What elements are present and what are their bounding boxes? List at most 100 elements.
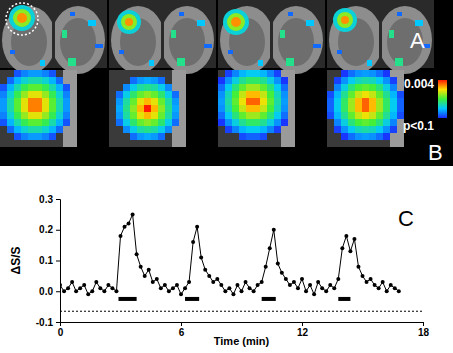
pixel (70, 98, 77, 105)
pixel (383, 140, 390, 147)
pixel (383, 126, 390, 133)
pixel (376, 119, 383, 126)
pixel (253, 126, 260, 133)
pixel (218, 91, 225, 98)
pixel (383, 84, 390, 91)
pixel (246, 133, 253, 140)
pixel (253, 112, 260, 119)
pixel (376, 70, 383, 77)
pixel (334, 98, 341, 105)
pixel (232, 140, 239, 147)
data-point (356, 265, 360, 269)
pixel (49, 98, 56, 105)
y-tick-label: 0.3 (39, 194, 53, 205)
brain-slices (0, 0, 434, 74)
pixel (397, 84, 404, 91)
pixel (151, 98, 158, 105)
pixel (341, 70, 348, 77)
pixel (70, 126, 77, 133)
pixel (70, 133, 77, 140)
hemisphere (378, 6, 432, 74)
data-point (340, 246, 344, 250)
pixel (225, 91, 232, 98)
data-point (98, 286, 102, 290)
pixel (260, 98, 267, 105)
pixel (246, 91, 253, 98)
pixel (21, 98, 28, 105)
activation (280, 30, 285, 38)
zoom-patch (0, 70, 77, 147)
pixel (267, 140, 274, 147)
pixel (281, 112, 288, 119)
pixel (49, 112, 56, 119)
pixel (21, 126, 28, 133)
activation (286, 58, 294, 66)
data-point (244, 280, 248, 284)
pixel (281, 126, 288, 133)
pixel (341, 84, 348, 91)
data-point (70, 280, 74, 284)
pixel (362, 98, 369, 105)
pixel (274, 119, 281, 126)
activation (337, 50, 342, 54)
pixel (383, 119, 390, 126)
pixel (172, 112, 179, 119)
pixel (14, 105, 21, 112)
pixel (63, 140, 70, 147)
pixel (0, 112, 7, 119)
pixel (355, 140, 362, 147)
x-axis-line (61, 323, 424, 327)
pixel (116, 112, 123, 119)
pixel (151, 105, 158, 112)
pixel (369, 112, 376, 119)
pixel (369, 126, 376, 133)
data-point (268, 246, 272, 250)
pixel (376, 77, 383, 84)
pixel (179, 133, 186, 140)
data-point (219, 283, 223, 287)
pixel (288, 84, 295, 91)
pixel (341, 91, 348, 98)
pixel (56, 98, 63, 105)
pixel (49, 126, 56, 133)
pixel (49, 105, 56, 112)
pixel (334, 105, 341, 112)
midline (52, 4, 55, 68)
pixel (0, 84, 7, 91)
data-point (304, 289, 308, 293)
pixel (116, 133, 123, 140)
colorbar-label: 0.004 (404, 77, 434, 91)
data-point (179, 292, 183, 296)
pixel (144, 133, 151, 140)
pixel (144, 70, 151, 77)
pixel (49, 133, 56, 140)
pixel (42, 91, 49, 98)
pixel (390, 105, 397, 112)
hemisphere (160, 6, 214, 74)
data-point (60, 283, 62, 287)
pixel (390, 84, 397, 91)
pixel (123, 98, 130, 105)
data-point (127, 222, 131, 226)
data-point (397, 289, 401, 293)
data-point (135, 252, 139, 256)
pixel (21, 77, 28, 84)
pixel (165, 133, 172, 140)
pixel (253, 77, 260, 84)
pixel (109, 133, 116, 140)
pixel (7, 70, 14, 77)
pixel (123, 77, 130, 84)
pixel (35, 140, 42, 147)
hemisphere (2, 6, 56, 74)
activation (228, 50, 233, 54)
pixel (63, 126, 70, 133)
pixel (369, 119, 376, 126)
pixel (137, 140, 144, 147)
pixel (260, 77, 267, 84)
cortex-texture (278, 18, 314, 66)
pixel (151, 84, 158, 91)
x-tick: 18 (418, 322, 430, 338)
pixel (109, 70, 116, 77)
x-tick-label: 6 (179, 327, 185, 338)
pixel (165, 91, 172, 98)
